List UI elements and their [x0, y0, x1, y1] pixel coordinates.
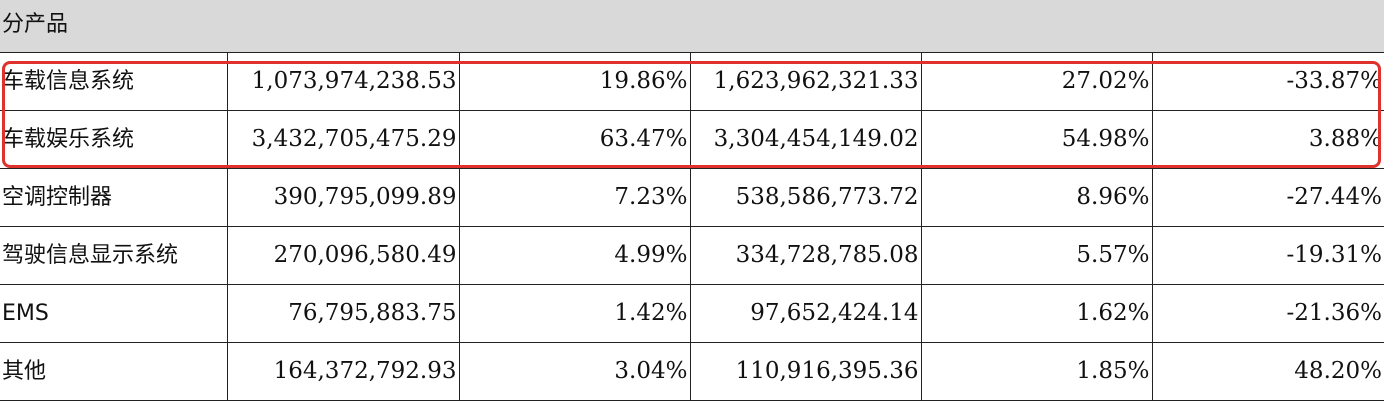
revenue-current: 3,432,705,475.29: [226, 110, 459, 169]
share-prior: 1.85%: [920, 342, 1152, 401]
share-prior: 27.02%: [920, 52, 1152, 111]
product-name: 驾驶信息显示系统: [0, 226, 227, 285]
revenue-prior: 3,304,454,149.02: [689, 110, 921, 169]
table-row: EMS 76,795,883.75 1.42% 97,652,424.14 1.…: [0, 284, 1384, 343]
table-row: 其他 164,372,792.93 3.04% 110,916,395.36 1…: [0, 342, 1384, 401]
revenue-current: 1,073,974,238.53: [226, 52, 459, 111]
product-name: EMS: [0, 284, 227, 343]
share-current: 3.04%: [458, 342, 690, 401]
section-header: 分产品: [0, 0, 1384, 52]
revenue-prior: 334,728,785.08: [689, 226, 921, 285]
share-prior: 1.62%: [920, 284, 1152, 343]
revenue-prior: 110,916,395.36: [689, 342, 921, 401]
product-name: 车载信息系统: [0, 52, 227, 111]
share-current: 63.47%: [458, 110, 690, 169]
table-row: 车载娱乐系统 3,432,705,475.29 63.47% 3,304,454…: [0, 110, 1384, 169]
table-row: 车载信息系统 1,073,974,238.53 19.86% 1,623,962…: [0, 52, 1384, 111]
revenue-prior: 1,623,962,321.33: [689, 52, 921, 111]
product-name: 空调控制器: [0, 168, 227, 227]
revenue-current: 76,795,883.75: [226, 284, 459, 343]
change-rate: -27.44%: [1151, 168, 1384, 227]
share-prior: 8.96%: [920, 168, 1152, 227]
section-title: 分产品: [2, 12, 69, 37]
table-row: 空调控制器 390,795,099.89 7.23% 538,586,773.7…: [0, 168, 1384, 227]
change-rate: 3.88%: [1151, 110, 1384, 169]
product-name: 其他: [0, 342, 227, 401]
change-rate: 48.20%: [1151, 342, 1384, 401]
revenue-prior: 97,652,424.14: [689, 284, 921, 343]
share-current: 1.42%: [458, 284, 690, 343]
share-prior: 5.57%: [920, 226, 1152, 285]
change-rate: -21.36%: [1151, 284, 1384, 343]
product-name: 车载娱乐系统: [0, 110, 227, 169]
share-current: 4.99%: [458, 226, 690, 285]
revenue-current: 164,372,792.93: [226, 342, 459, 401]
revenue-current: 390,795,099.89: [226, 168, 459, 227]
table-row: 驾驶信息显示系统 270,096,580.49 4.99% 334,728,78…: [0, 226, 1384, 285]
revenue-current: 270,096,580.49: [226, 226, 459, 285]
revenue-prior: 538,586,773.72: [689, 168, 921, 227]
change-rate: -19.31%: [1151, 226, 1384, 285]
share-prior: 54.98%: [920, 110, 1152, 169]
product-revenue-table: 车载信息系统 1,073,974,238.53 19.86% 1,623,962…: [0, 52, 1384, 401]
share-current: 7.23%: [458, 168, 690, 227]
share-current: 19.86%: [458, 52, 690, 111]
change-rate: -33.87%: [1151, 52, 1384, 111]
